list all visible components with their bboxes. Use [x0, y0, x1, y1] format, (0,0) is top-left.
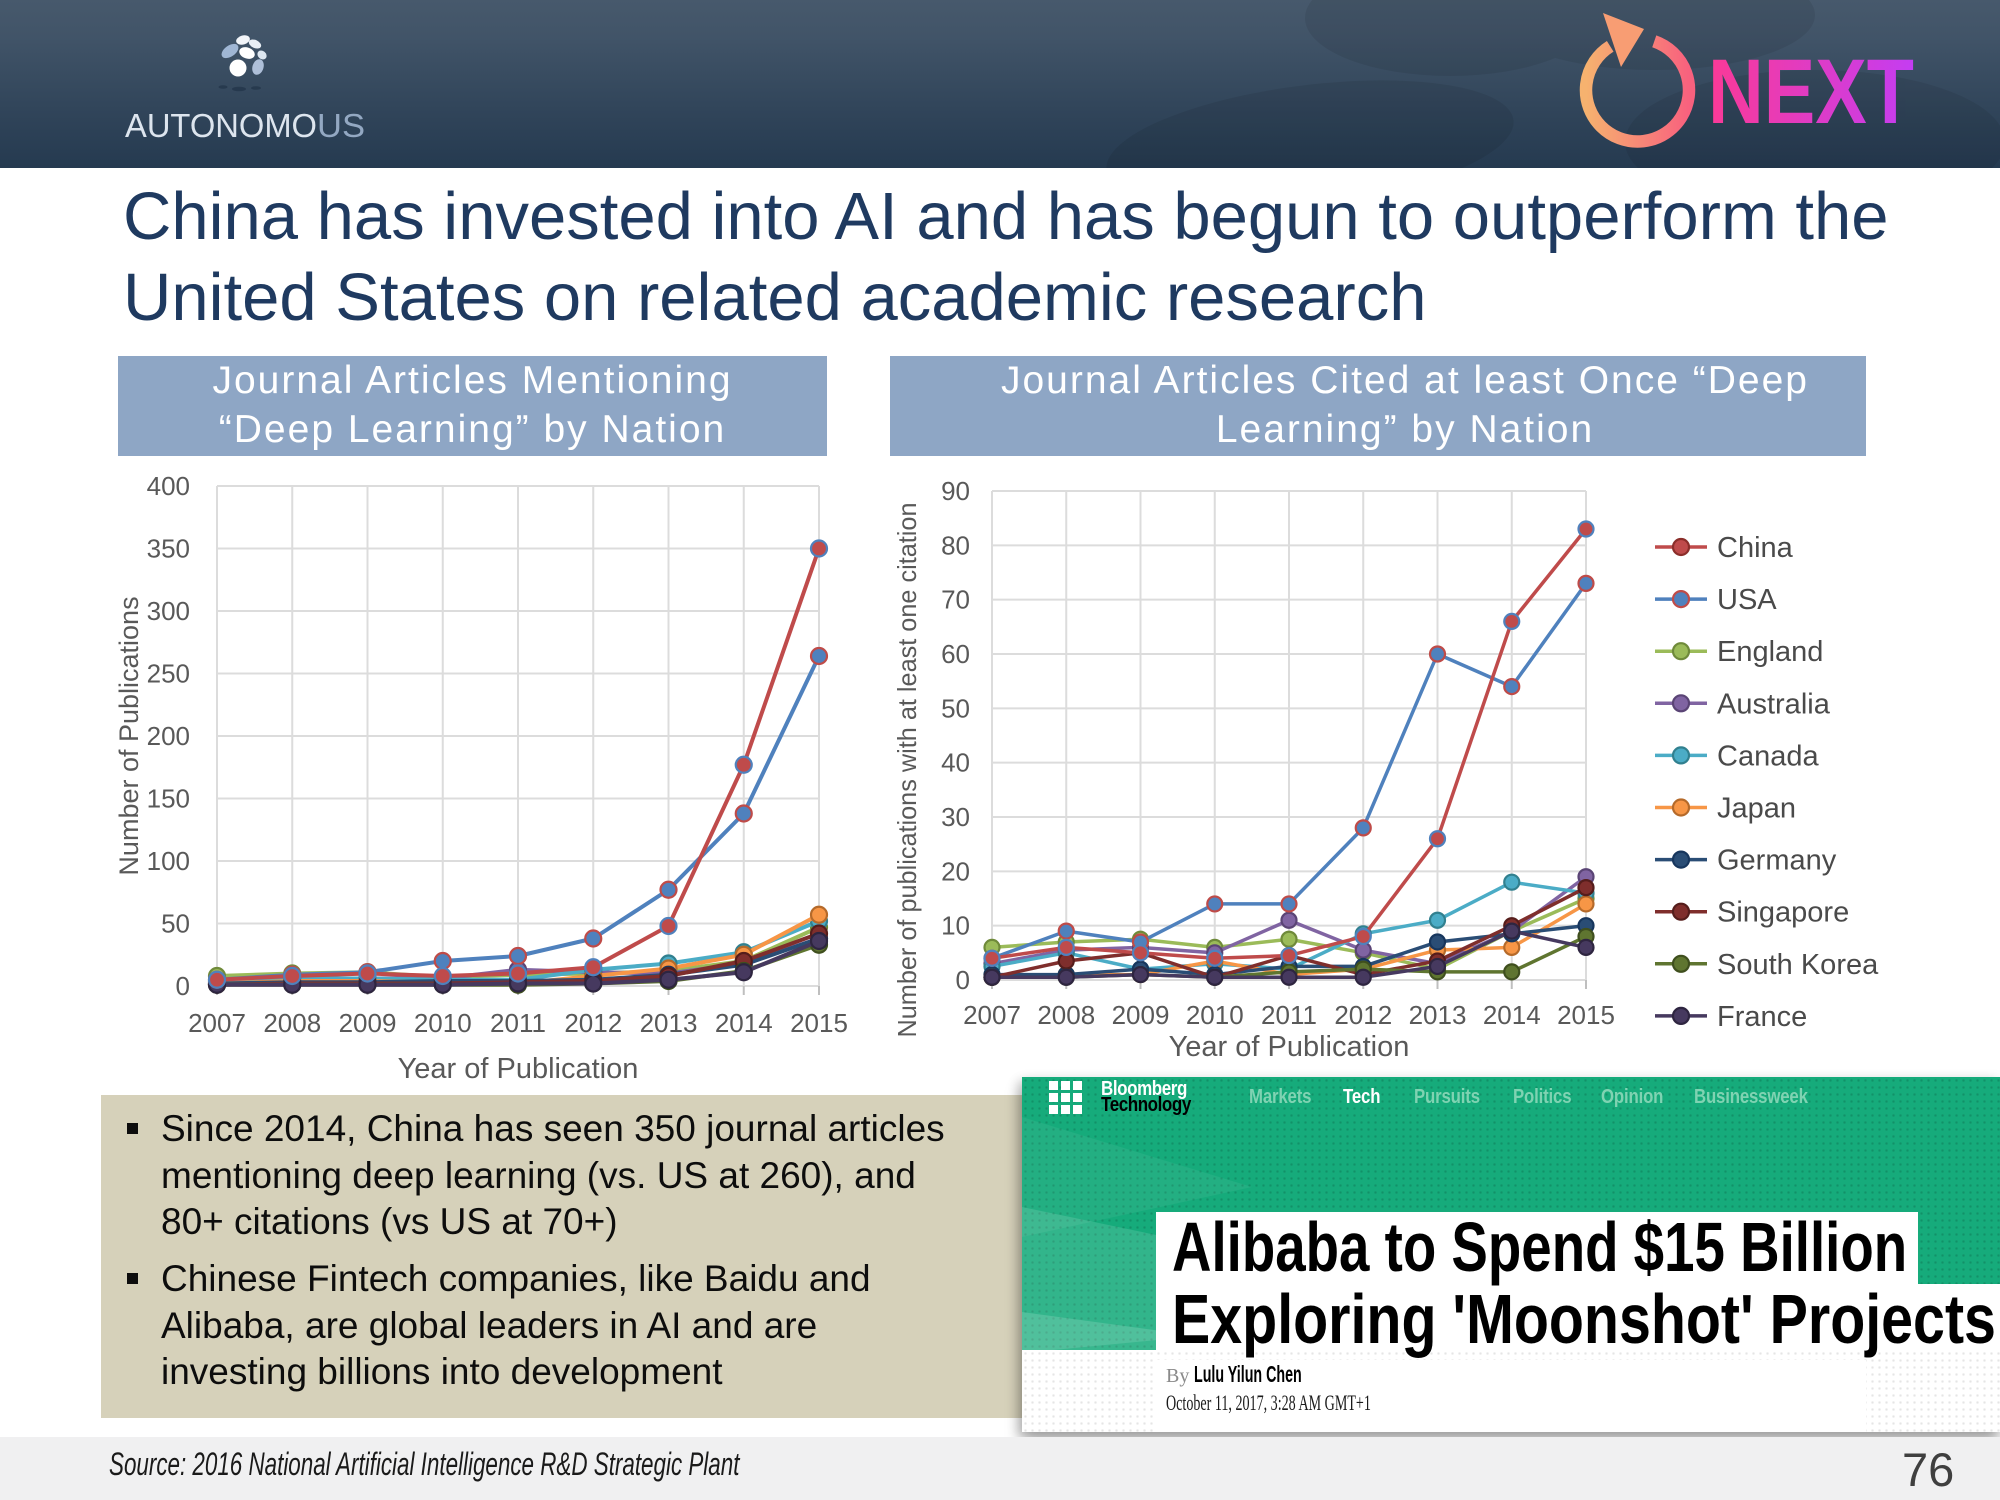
- svg-text:250: 250: [147, 659, 190, 689]
- svg-text:2014: 2014: [715, 1008, 773, 1038]
- svg-text:2013: 2013: [1409, 1000, 1467, 1030]
- svg-text:2010: 2010: [1186, 1000, 1244, 1030]
- svg-text:350: 350: [147, 534, 190, 564]
- svg-text:US: US: [317, 107, 365, 144]
- svg-text:2008: 2008: [1037, 1000, 1095, 1030]
- svg-text:2015: 2015: [790, 1008, 848, 1038]
- svg-text:NEXT: NEXT: [1708, 41, 1914, 143]
- svg-text:2010: 2010: [414, 1008, 472, 1038]
- svg-text:Singapore: Singapore: [1717, 897, 1849, 929]
- svg-text:200: 200: [147, 721, 190, 751]
- svg-text:30: 30: [941, 802, 970, 832]
- svg-text:50: 50: [941, 693, 970, 723]
- svg-text:China: China: [1717, 532, 1794, 564]
- svg-text:0: 0: [956, 965, 970, 995]
- svg-text:France: France: [1717, 1001, 1807, 1033]
- svg-text:2012: 2012: [564, 1008, 622, 1038]
- svg-text:2015: 2015: [1557, 1000, 1615, 1030]
- svg-text:AUTONOMO: AUTONOMO: [125, 107, 317, 144]
- svg-text:2011: 2011: [1261, 1000, 1317, 1030]
- svg-text:400: 400: [147, 471, 190, 501]
- svg-text:60: 60: [941, 639, 970, 669]
- svg-text:USA: USA: [1717, 584, 1777, 616]
- svg-text:Canada: Canada: [1717, 740, 1819, 772]
- svg-text:Number of publications with at: Number of publications with at least one…: [892, 503, 922, 1038]
- svg-text:2007: 2007: [963, 1000, 1021, 1030]
- svg-text:2014: 2014: [1483, 1000, 1541, 1030]
- svg-text:England: England: [1717, 636, 1823, 668]
- svg-text:Year of Publication: Year of Publication: [398, 1053, 639, 1085]
- svg-text:South Korea: South Korea: [1717, 949, 1879, 981]
- svg-text:0: 0: [176, 971, 190, 1001]
- svg-text:2009: 2009: [339, 1008, 397, 1038]
- svg-text:80: 80: [941, 530, 970, 560]
- svg-text:10: 10: [941, 911, 970, 941]
- svg-text:300: 300: [147, 596, 190, 626]
- svg-text:70: 70: [941, 585, 970, 615]
- svg-text:100: 100: [147, 846, 190, 876]
- svg-text:2013: 2013: [640, 1008, 698, 1038]
- svg-text:2009: 2009: [1112, 1000, 1170, 1030]
- svg-text:2008: 2008: [263, 1008, 321, 1038]
- svg-text:Japan: Japan: [1717, 793, 1796, 825]
- svg-text:Number of Publications: Number of Publications: [114, 596, 144, 875]
- svg-text:Australia: Australia: [1717, 688, 1831, 720]
- svg-text:2011: 2011: [490, 1008, 546, 1038]
- svg-text:150: 150: [147, 784, 190, 814]
- svg-text:Year of Publication: Year of Publication: [1169, 1031, 1410, 1063]
- svg-text:2007: 2007: [188, 1008, 246, 1038]
- svg-text:2012: 2012: [1334, 1000, 1392, 1030]
- svg-text:50: 50: [161, 909, 190, 939]
- svg-text:90: 90: [941, 476, 970, 506]
- svg-text:20: 20: [941, 856, 970, 886]
- svg-text:40: 40: [941, 748, 970, 778]
- svg-text:Germany: Germany: [1717, 845, 1837, 877]
